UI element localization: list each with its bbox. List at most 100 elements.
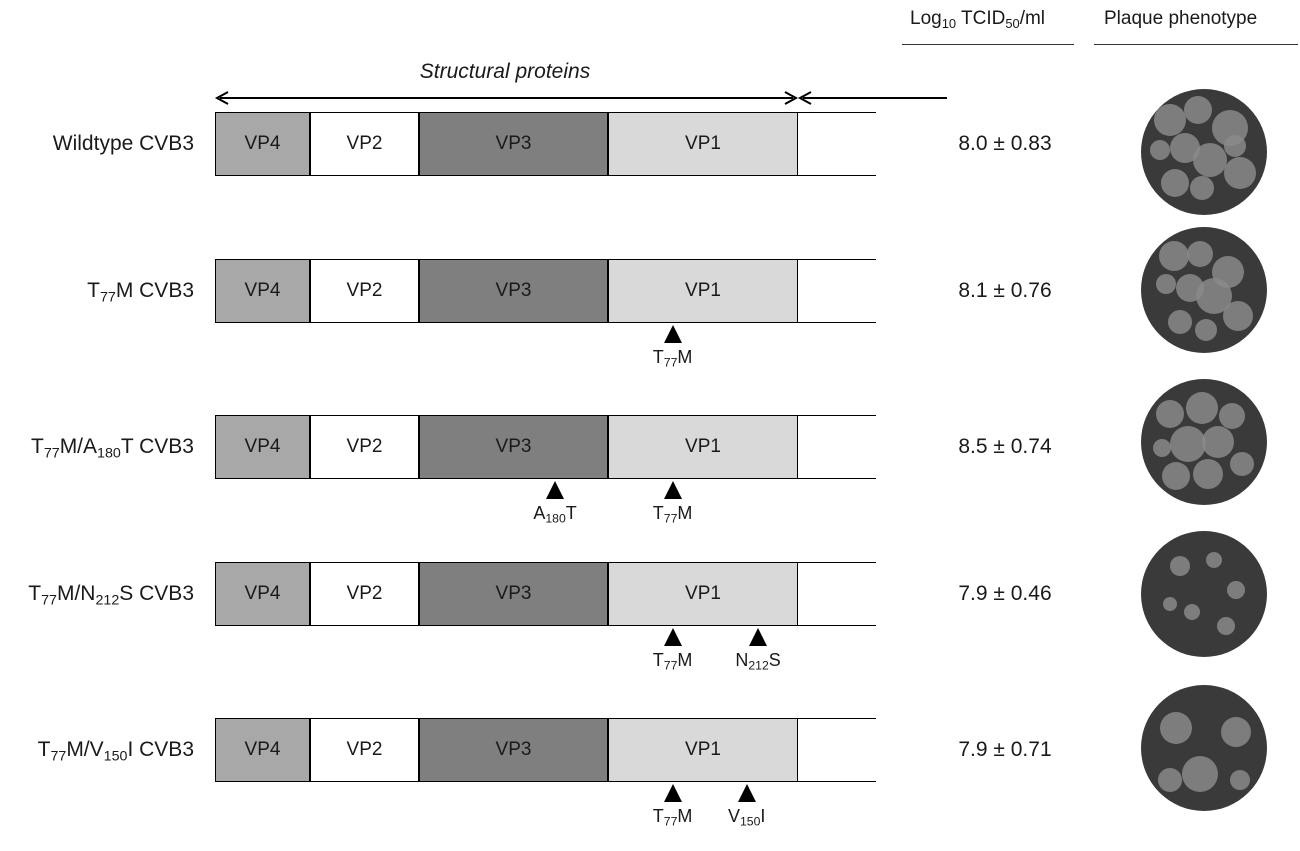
segment-vp2: VP2 — [310, 111, 419, 176]
segment-vp1: VP1 — [608, 111, 798, 176]
segment-vp3: VP3 — [419, 414, 608, 479]
nonstructural-arrowhead-icon — [797, 91, 812, 105]
plaque-header-rule — [1094, 44, 1298, 45]
plaque-spot — [1182, 756, 1218, 792]
mutation-marker-icon — [663, 325, 682, 343]
plaque-spot — [1158, 768, 1182, 792]
segment-vp1: VP1 — [608, 258, 798, 323]
segment-vp3: VP3 — [419, 717, 608, 782]
plaque-spot — [1170, 133, 1200, 163]
plaque-image — [1141, 379, 1267, 505]
plaque-spot — [1154, 104, 1186, 136]
segment-vp1: VP1 — [608, 717, 798, 782]
plaque-spot — [1230, 452, 1254, 476]
titer-value: 8.5 ± 0.74 — [958, 435, 1052, 458]
mutation-label: T77M — [652, 806, 693, 829]
plaque-spot — [1202, 426, 1234, 458]
plaque-header: Plaque phenotype — [1104, 8, 1258, 29]
segment-vp3: VP3 — [419, 111, 608, 176]
titer-value: 7.9 ± 0.71 — [958, 738, 1052, 761]
plaque-spot — [1163, 597, 1177, 611]
plaque-spot — [1224, 157, 1256, 189]
mutation-marker-icon — [663, 784, 682, 802]
titer-value: 8.1 ± 0.76 — [958, 279, 1052, 302]
segment-vp1: VP1 — [608, 414, 798, 479]
left-arrowhead-icon — [214, 91, 229, 105]
segment-vp3: VP3 — [419, 561, 608, 626]
plaque-spot — [1187, 241, 1213, 267]
titer-value: 8.0 ± 0.83 — [958, 132, 1052, 155]
mutation-label: N212S — [735, 650, 781, 673]
mutation-marker-icon — [546, 481, 565, 499]
segment-vp2: VP2 — [310, 414, 419, 479]
genome-bar: VP4 VP2 VP3 VP1 — [215, 258, 876, 323]
row-label: T77M/V150I CVB3 — [37, 738, 194, 765]
genome-bar: VP4 VP2 VP3 VP1 — [215, 717, 876, 782]
structural-proteins-label: Structural proteins — [419, 60, 591, 83]
plaque-spot — [1224, 135, 1246, 157]
segment-vp4: VP4 — [215, 258, 310, 323]
plaque-spot — [1221, 717, 1251, 747]
plaque-spot — [1184, 604, 1200, 620]
row-label: T77M/N212S CVB3 — [28, 582, 194, 609]
segment-vp2: VP2 — [310, 717, 419, 782]
titer-header-rule — [902, 44, 1074, 45]
plaque-spot — [1186, 392, 1218, 424]
mutation-marker-icon — [663, 628, 682, 646]
plaque-image — [1141, 685, 1267, 811]
segment-vp4: VP4 — [215, 717, 310, 782]
segment-vp1: VP1 — [608, 561, 798, 626]
mutation-marker-icon — [749, 628, 768, 646]
plaque-spot — [1160, 712, 1192, 744]
mutation-marker-icon — [663, 481, 682, 499]
plaque-image — [1141, 227, 1267, 353]
segment-vp2: VP2 — [310, 561, 419, 626]
plaque-image — [1141, 89, 1267, 215]
plaque-spot — [1206, 552, 1222, 568]
segment-vp4: VP4 — [215, 111, 310, 176]
plaque-spot — [1161, 169, 1189, 197]
plaque-spot — [1223, 301, 1253, 331]
mutation-label: T77M — [652, 503, 693, 526]
segment-vp4: VP4 — [215, 561, 310, 626]
plaque-spot — [1170, 556, 1190, 576]
genome-bar: VP4 VP2 VP3 VP1 — [215, 111, 876, 176]
plaque-spot — [1156, 400, 1184, 428]
segment-vp4: VP4 — [215, 414, 310, 479]
plaque-spot — [1159, 241, 1189, 271]
mutation-label: V150I — [727, 806, 766, 829]
row-label: T77M/A180T CVB3 — [30, 435, 194, 462]
genome-bar: VP4 VP2 VP3 VP1 — [215, 561, 876, 626]
mutation-label: T77M — [652, 650, 693, 673]
plaque-spot — [1219, 403, 1245, 429]
segment-vp3: VP3 — [419, 258, 608, 323]
plaque-spot — [1195, 319, 1217, 341]
plaque-spot — [1153, 439, 1171, 457]
plaque-spot — [1193, 459, 1223, 489]
plaque-spot — [1184, 96, 1212, 124]
mutation-marker-icon — [737, 784, 756, 802]
plaque-spot — [1230, 770, 1250, 790]
segment-vp2: VP2 — [310, 258, 419, 323]
plaque-spot — [1156, 274, 1176, 294]
titer-value: 7.9 ± 0.46 — [958, 582, 1052, 605]
row-label: T77M CVB3 — [87, 279, 194, 306]
titer-header: Log10 TCID50/ml — [910, 8, 1046, 31]
plaque-image — [1141, 531, 1267, 657]
row-label: Wildtype CVB3 — [52, 132, 194, 155]
plaque-spot — [1170, 426, 1206, 462]
plaque-spot — [1217, 617, 1235, 635]
plaque-spot — [1190, 176, 1214, 200]
plaque-spot — [1196, 278, 1232, 314]
right-arrowhead-icon — [784, 91, 799, 105]
plaque-spot — [1227, 581, 1245, 599]
plaque-spot — [1193, 143, 1227, 177]
genome-bar: VP4 VP2 VP3 VP1 — [215, 414, 876, 479]
plaque-spot — [1168, 310, 1192, 334]
mutation-label: T77M — [652, 347, 693, 370]
plaque-spot — [1162, 462, 1190, 490]
plaque-spot — [1150, 140, 1170, 160]
mutation-label: A180T — [533, 503, 577, 526]
